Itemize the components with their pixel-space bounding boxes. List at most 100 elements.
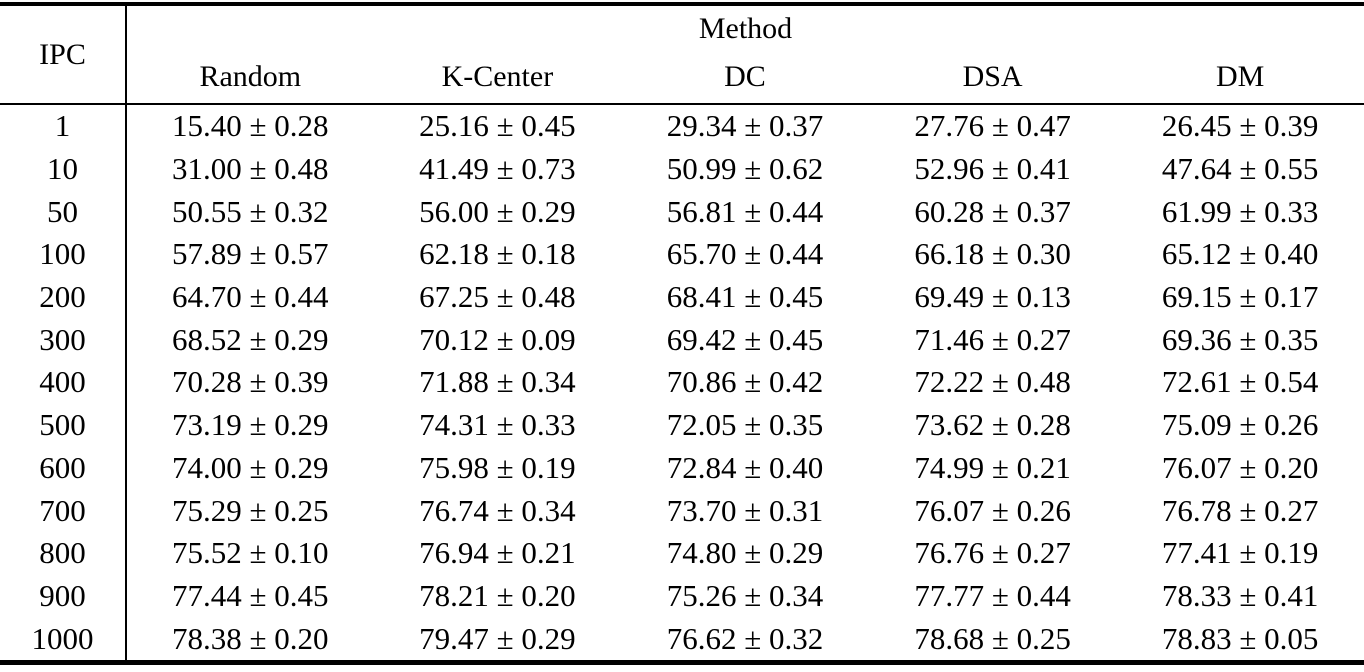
value-cell: 76.62 ± 0.32 <box>666 620 824 656</box>
ipc-cell: 10 <box>0 147 127 191</box>
ipc-cell: 1000 <box>0 617 127 663</box>
value-cell: 72.61 ± 0.54 <box>1161 364 1319 400</box>
column-header-dc: DC <box>724 60 766 93</box>
ipc-cell: 500 <box>0 403 127 447</box>
value-cell: 31.00 ± 0.48 <box>172 151 329 187</box>
ipc-cell: 600 <box>0 446 127 490</box>
column-header-kcenter: K-Center <box>441 60 554 93</box>
value-cell: 25.16 ± 0.45 <box>419 108 576 144</box>
value-cell: 29.34 ± 0.37 <box>666 108 824 144</box>
ipc-cell: 50 <box>0 190 127 234</box>
value-cell: 69.36 ± 0.35 <box>1161 321 1319 357</box>
value-cell: 65.12 ± 0.40 <box>1161 236 1319 272</box>
value-cell: 77.77 ± 0.44 <box>914 577 1071 613</box>
ipc-cell: 1 <box>0 104 127 148</box>
table-row: 1 15.40 ± 0.28 25.16 ± 0.45 29.34 ± 0.37… <box>0 104 1364 148</box>
value-cell: 64.70 ± 0.44 <box>172 279 329 315</box>
value-cell: 75.26 ± 0.34 <box>666 577 824 613</box>
table-row: 500 73.19 ± 0.29 74.31 ± 0.33 72.05 ± 0.… <box>0 403 1364 447</box>
value-cell: 68.41 ± 0.45 <box>666 279 824 315</box>
table-row: 50 50.55 ± 0.32 56.00 ± 0.29 56.81 ± 0.4… <box>0 190 1364 234</box>
value-cell: 73.70 ± 0.31 <box>666 492 824 528</box>
value-cell: 72.84 ± 0.40 <box>666 449 824 485</box>
value-cell: 78.83 ± 0.05 <box>1161 620 1319 656</box>
value-cell: 41.49 ± 0.73 <box>419 151 576 187</box>
value-cell: 72.22 ± 0.48 <box>914 364 1071 400</box>
value-cell: 75.29 ± 0.25 <box>172 492 329 528</box>
table-body: 1 15.40 ± 0.28 25.16 ± 0.45 29.34 ± 0.37… <box>0 104 1364 663</box>
value-cell: 75.09 ± 0.26 <box>1161 407 1319 443</box>
value-cell: 26.45 ± 0.39 <box>1161 108 1319 144</box>
value-cell: 50.55 ± 0.32 <box>172 193 329 229</box>
ipc-cell: 900 <box>0 574 127 618</box>
value-cell: 70.86 ± 0.42 <box>666 364 824 400</box>
value-cell: 73.62 ± 0.28 <box>914 407 1071 443</box>
value-cell: 70.12 ± 0.09 <box>419 321 576 357</box>
value-cell: 68.52 ± 0.29 <box>172 321 329 357</box>
column-header-dsa: DSA <box>962 60 1023 93</box>
value-cell: 77.44 ± 0.45 <box>172 577 329 613</box>
table-row: 800 75.52 ± 0.10 76.94 ± 0.21 74.80 ± 0.… <box>0 531 1364 575</box>
table-row: 1000 78.38 ± 0.20 79.47 ± 0.29 76.62 ± 0… <box>0 617 1364 663</box>
value-cell: 75.98 ± 0.19 <box>419 449 576 485</box>
value-cell: 65.70 ± 0.44 <box>666 236 824 272</box>
value-cell: 27.76 ± 0.47 <box>914 108 1071 144</box>
table-row: 300 68.52 ± 0.29 70.12 ± 0.09 69.42 ± 0.… <box>0 318 1364 362</box>
value-cell: 69.15 ± 0.17 <box>1161 279 1319 315</box>
value-cell: 77.41 ± 0.19 <box>1161 535 1319 571</box>
ipc-cell: 400 <box>0 361 127 404</box>
value-cell: 62.18 ± 0.18 <box>419 236 576 272</box>
value-cell: 76.76 ± 0.27 <box>914 535 1071 571</box>
table-row: 200 64.70 ± 0.44 67.25 ± 0.48 68.41 ± 0.… <box>0 275 1364 319</box>
ipc-cell: 200 <box>0 275 127 319</box>
value-cell: 67.25 ± 0.48 <box>419 279 576 315</box>
value-cell: 66.18 ± 0.30 <box>914 236 1071 272</box>
value-cell: 47.64 ± 0.55 <box>1161 151 1319 187</box>
value-cell: 75.52 ± 0.10 <box>172 535 329 571</box>
value-cell: 56.00 ± 0.29 <box>419 193 576 229</box>
ipc-cell: 100 <box>0 233 127 276</box>
table-row: 900 77.44 ± 0.45 78.21 ± 0.20 75.26 ± 0.… <box>0 574 1364 618</box>
value-cell: 72.05 ± 0.35 <box>666 407 824 443</box>
column-header-random: Random <box>199 60 302 93</box>
value-cell: 69.49 ± 0.13 <box>914 279 1071 315</box>
value-cell: 76.07 ± 0.20 <box>1161 449 1319 485</box>
value-cell: 76.07 ± 0.26 <box>914 492 1071 528</box>
method-columns-row: Random K-Center DC DSA DM <box>0 51 1364 104</box>
ipc-column-header: IPC <box>0 4 127 104</box>
value-cell: 78.21 ± 0.20 <box>419 577 576 613</box>
value-cell: 74.31 ± 0.33 <box>419 407 576 443</box>
ipc-cell: 800 <box>0 531 127 575</box>
column-header-dm: DM <box>1216 60 1265 93</box>
table-row: 400 70.28 ± 0.39 71.88 ± 0.34 70.86 ± 0.… <box>0 361 1364 404</box>
value-cell: 15.40 ± 0.28 <box>172 108 329 144</box>
value-cell: 56.81 ± 0.44 <box>666 193 824 229</box>
value-cell: 71.46 ± 0.27 <box>914 321 1071 357</box>
table-header: IPC Method Random K-Center DC DSA DM <box>0 4 1364 104</box>
value-cell: 61.99 ± 0.33 <box>1161 193 1319 229</box>
table-row: 10 31.00 ± 0.48 41.49 ± 0.73 50.99 ± 0.6… <box>0 147 1364 191</box>
value-cell: 70.28 ± 0.39 <box>172 364 329 400</box>
value-cell: 60.28 ± 0.37 <box>914 193 1071 229</box>
value-cell: 78.33 ± 0.41 <box>1161 577 1319 613</box>
value-cell: 74.99 ± 0.21 <box>914 449 1071 485</box>
value-cell: 50.99 ± 0.62 <box>666 151 824 187</box>
method-group-header: Method <box>698 11 793 45</box>
value-cell: 74.80 ± 0.29 <box>666 535 824 571</box>
value-cell: 76.94 ± 0.21 <box>419 535 576 571</box>
table-row: 100 57.89 ± 0.57 62.18 ± 0.18 65.70 ± 0.… <box>0 233 1364 276</box>
value-cell: 71.88 ± 0.34 <box>419 364 576 400</box>
value-cell: 76.74 ± 0.34 <box>419 492 576 528</box>
value-cell: 74.00 ± 0.29 <box>172 449 329 485</box>
value-cell: 57.89 ± 0.57 <box>172 236 329 272</box>
value-cell: 73.19 ± 0.29 <box>172 407 329 443</box>
ipc-cell: 700 <box>0 489 127 532</box>
value-cell: 52.96 ± 0.41 <box>914 151 1071 187</box>
table-row: 700 75.29 ± 0.25 76.74 ± 0.34 73.70 ± 0.… <box>0 489 1364 532</box>
value-cell: 78.38 ± 0.20 <box>172 620 329 656</box>
table-row: 600 74.00 ± 0.29 75.98 ± 0.19 72.84 ± 0.… <box>0 446 1364 490</box>
value-cell: 78.68 ± 0.25 <box>914 620 1071 656</box>
ipc-cell: 300 <box>0 318 127 362</box>
